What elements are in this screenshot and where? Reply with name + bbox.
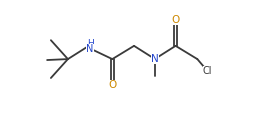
- Text: O: O: [108, 80, 116, 90]
- Text: Cl: Cl: [203, 66, 212, 76]
- Text: N: N: [151, 54, 159, 64]
- Text: H: H: [87, 38, 93, 48]
- Text: O: O: [172, 15, 180, 25]
- Text: N: N: [86, 44, 94, 54]
